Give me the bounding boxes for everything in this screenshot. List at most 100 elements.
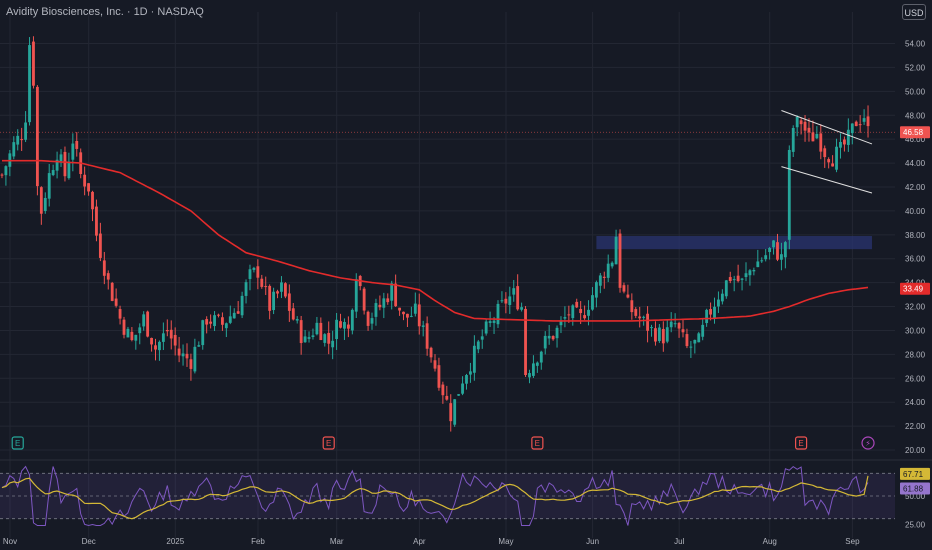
candle bbox=[358, 274, 362, 291]
candle-body bbox=[823, 148, 827, 158]
candle-body bbox=[512, 288, 516, 295]
earnings-marker: ⚡ bbox=[861, 436, 875, 450]
earnings-marker-label: E bbox=[15, 439, 20, 448]
candle-body bbox=[839, 141, 842, 148]
candle bbox=[618, 229, 622, 293]
candle bbox=[142, 311, 146, 331]
candle-body bbox=[598, 275, 602, 286]
candle-body bbox=[303, 336, 307, 343]
earnings-marker-shape bbox=[322, 436, 335, 450]
candle bbox=[634, 307, 638, 319]
candle-body bbox=[472, 345, 476, 373]
candle bbox=[531, 355, 535, 379]
candle-body bbox=[205, 319, 209, 325]
candle-body bbox=[571, 305, 575, 319]
rsi-tick-label: 50.00 bbox=[905, 492, 926, 501]
candle-body bbox=[827, 159, 831, 163]
candle-body bbox=[732, 279, 736, 281]
candle-body bbox=[508, 296, 512, 306]
candle-body bbox=[583, 315, 587, 319]
candle-body bbox=[181, 353, 185, 357]
candle-body bbox=[83, 174, 87, 187]
candle bbox=[756, 249, 760, 268]
currency-button[interactable]: USD bbox=[902, 4, 926, 20]
candle-body bbox=[748, 270, 752, 276]
candle bbox=[205, 316, 209, 334]
candle-body bbox=[260, 278, 264, 287]
candle-body bbox=[484, 321, 488, 334]
candle-body bbox=[744, 273, 748, 278]
candle bbox=[839, 133, 842, 159]
candle bbox=[626, 284, 630, 299]
candle bbox=[248, 264, 252, 291]
rsi-ma-value-tag: 67.71 bbox=[900, 467, 930, 480]
candle bbox=[87, 183, 90, 196]
candle bbox=[827, 157, 831, 169]
candle-body bbox=[71, 143, 75, 160]
candle-body bbox=[756, 261, 760, 268]
candle bbox=[201, 319, 205, 350]
candle-body bbox=[689, 346, 693, 348]
candle bbox=[858, 115, 862, 133]
candle bbox=[154, 338, 157, 361]
candle bbox=[681, 319, 685, 338]
candle bbox=[346, 316, 350, 338]
candle-body bbox=[264, 286, 268, 288]
candle-body bbox=[98, 233, 102, 258]
price-tick-label: 50.00 bbox=[905, 87, 926, 96]
candle-body bbox=[39, 187, 43, 214]
candle bbox=[630, 293, 634, 320]
candle bbox=[740, 277, 744, 291]
candle-body bbox=[799, 120, 803, 125]
candle-body bbox=[0, 174, 4, 176]
candle-body bbox=[819, 133, 823, 152]
earnings-marker-shape bbox=[531, 436, 544, 450]
candle-body bbox=[382, 298, 386, 308]
candle-body bbox=[626, 294, 630, 298]
candle-body bbox=[606, 263, 610, 278]
candle bbox=[571, 304, 575, 326]
candle bbox=[374, 298, 378, 326]
candle-body bbox=[402, 311, 405, 315]
price-tick-label: 32.00 bbox=[905, 303, 926, 312]
candle bbox=[370, 312, 374, 330]
candle bbox=[236, 301, 240, 315]
candle-body bbox=[661, 328, 665, 344]
candle bbox=[429, 346, 433, 363]
candle-body bbox=[221, 317, 224, 325]
candle bbox=[268, 284, 272, 320]
candle bbox=[480, 329, 484, 349]
candle bbox=[39, 186, 43, 225]
candle bbox=[598, 272, 602, 294]
candle-body bbox=[311, 335, 315, 337]
candle bbox=[732, 275, 736, 292]
candle bbox=[685, 328, 689, 349]
candle-body bbox=[760, 260, 764, 262]
candle bbox=[701, 319, 705, 341]
candle bbox=[768, 246, 772, 260]
candle bbox=[819, 124, 823, 160]
candle-body bbox=[307, 337, 311, 339]
candle bbox=[150, 337, 153, 352]
candle-body bbox=[106, 273, 110, 280]
candle-body bbox=[787, 149, 791, 240]
candle bbox=[43, 192, 47, 214]
candle bbox=[91, 190, 94, 222]
candle bbox=[449, 394, 453, 432]
earnings-marker-shape bbox=[795, 436, 808, 450]
candle-body bbox=[283, 283, 287, 297]
candle-body bbox=[717, 299, 720, 307]
candle-body bbox=[185, 353, 189, 359]
candle bbox=[539, 350, 543, 370]
candle-body bbox=[138, 327, 142, 334]
candle-body bbox=[835, 146, 838, 170]
candle-body bbox=[831, 163, 835, 167]
candle bbox=[209, 314, 213, 329]
candle bbox=[528, 369, 531, 384]
candle-body bbox=[520, 307, 524, 310]
candle-body bbox=[539, 351, 543, 363]
candle-body bbox=[496, 303, 500, 325]
candle-body bbox=[772, 240, 775, 248]
candle-body bbox=[614, 236, 618, 265]
